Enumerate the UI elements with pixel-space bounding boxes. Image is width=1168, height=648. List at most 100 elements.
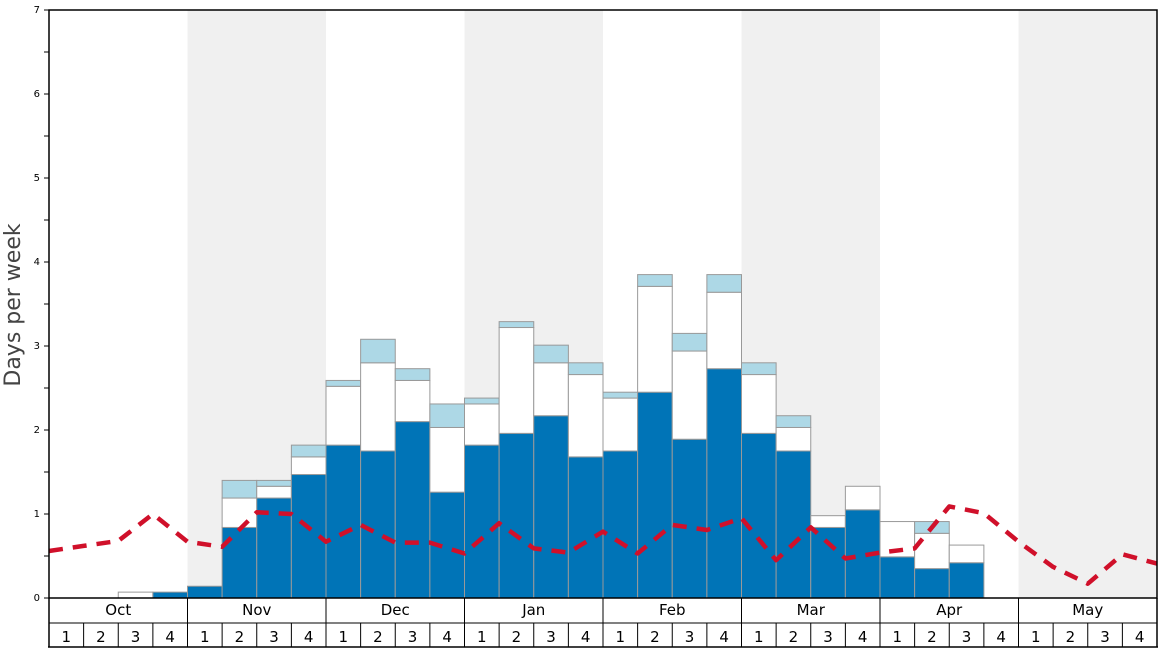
bar-week-12-segment-3 <box>429 403 465 428</box>
week-label: 4 <box>719 628 729 646</box>
bar-week-20-segment-2 <box>706 291 742 370</box>
bar-week-3-segment-2 <box>117 591 154 599</box>
bar-week-9-segment-2 <box>325 385 362 446</box>
y-tick-label: 0 <box>34 593 40 604</box>
y-tick-label: 4 <box>34 257 40 268</box>
bar-week-18-segment-3 <box>637 274 673 287</box>
bar-week-9-segment-3 <box>325 379 362 387</box>
bar-week-11-segment-3 <box>394 368 431 381</box>
bar-week-15-segment-2 <box>533 362 569 417</box>
week-label: 1 <box>339 628 349 646</box>
bar-week-8-segment-2 <box>290 456 327 476</box>
x-axis: Oct Nov Dec Jan Feb Mar Apr May 1 2 3 4 1 2 3 4 1 2 3 4 1 2 3 4… <box>48 598 1158 648</box>
week-label: 3 <box>823 628 833 646</box>
shade-may <box>1018 10 1157 598</box>
bar-week-13-segment-3 <box>464 397 500 405</box>
bar-week-15-segment-1 <box>533 415 569 599</box>
week-label: 1 <box>893 628 903 646</box>
week-label: 1 <box>754 628 764 646</box>
y-ticks: 0 1 2 3 4 5 6 7 <box>34 5 49 604</box>
week-label: 3 <box>685 628 695 646</box>
week-label: 4 <box>304 628 314 646</box>
week-label: 1 <box>62 628 72 646</box>
bar-week-18-segment-2 <box>637 285 673 393</box>
week-label: 2 <box>235 628 245 646</box>
bar-week-10-segment-2 <box>360 362 396 452</box>
y-tick-label: 5 <box>34 173 40 184</box>
bar-week-20-segment-1 <box>706 368 742 599</box>
month-label-apr: Apr <box>936 601 963 619</box>
bar-week-21-segment-3 <box>741 362 777 376</box>
bar-week-14-segment-2 <box>498 327 535 434</box>
week-label: 2 <box>512 628 522 646</box>
bar-week-17-segment-1 <box>602 450 639 599</box>
bar-week-24-segment-2 <box>844 485 881 511</box>
week-label: 4 <box>858 628 868 646</box>
month-label-mar: Mar <box>797 601 826 619</box>
month-label-jan: Jan <box>521 601 545 619</box>
month-label-may: May <box>1072 601 1103 619</box>
week-label: 4 <box>442 628 452 646</box>
bar-week-6-segment-1 <box>221 526 258 599</box>
bar-week-22-segment-1 <box>775 450 812 599</box>
week-label: 2 <box>373 628 383 646</box>
bar-week-18-segment-1 <box>637 391 673 599</box>
bar-week-7-segment-3 <box>256 479 292 487</box>
week-label: 1 <box>616 628 626 646</box>
bar-week-19-segment-1 <box>671 438 708 599</box>
bar-week-10-segment-1 <box>360 450 396 599</box>
bar-week-14-segment-1 <box>498 432 535 599</box>
trend-line <box>48 504 1158 586</box>
y-tick-label: 2 <box>34 425 40 436</box>
bar-week-8-segment-3 <box>290 444 327 458</box>
week-label: 1 <box>1031 628 1041 646</box>
bar-week-6-segment-2 <box>221 497 258 528</box>
bar-week-16-segment-1 <box>567 456 604 599</box>
month-label-dec: Dec <box>381 601 410 619</box>
week-label: 3 <box>269 628 279 646</box>
y-tick-label: 1 <box>34 509 40 520</box>
month-label-feb: Feb <box>659 601 686 619</box>
bar-week-23-segment-1 <box>810 526 846 599</box>
week-label: 1 <box>200 628 210 646</box>
bar-week-21-segment-1 <box>741 432 777 599</box>
week-label: 3 <box>962 628 972 646</box>
bar-week-6-segment-3 <box>221 479 258 499</box>
bar-week-9-segment-1 <box>325 444 362 599</box>
week-label: 2 <box>789 628 799 646</box>
bar-week-25-segment-1 <box>879 556 916 599</box>
bar-week-19-segment-2 <box>671 350 708 440</box>
y-tick-label: 7 <box>34 5 40 16</box>
month-label-oct: Oct <box>105 601 131 619</box>
bar-week-14-segment-3 <box>498 321 535 329</box>
bar-week-16-segment-2 <box>567 374 604 458</box>
week-label: 3 <box>408 628 418 646</box>
bar-week-19-segment-3 <box>671 332 708 352</box>
bar-week-11-segment-1 <box>394 421 431 599</box>
week-label: 4 <box>581 628 591 646</box>
bar-week-22-segment-3 <box>775 415 812 428</box>
bar-week-20-segment-3 <box>706 274 742 293</box>
bar-week-21-segment-2 <box>741 374 777 434</box>
week-label: 4 <box>996 628 1006 646</box>
bar-week-17-segment-2 <box>602 397 639 452</box>
bar-week-22-segment-2 <box>775 426 812 452</box>
bar-week-15-segment-3 <box>533 344 569 364</box>
month-shading <box>187 10 1157 598</box>
week-label: 2 <box>650 628 660 646</box>
bar-week-13-segment-1 <box>464 444 500 599</box>
bar-week-26-segment-1 <box>914 568 950 599</box>
week-label: 4 <box>1135 628 1145 646</box>
y-axis-label: Days per week <box>1 223 26 386</box>
bar-week-4-segment-1 <box>152 591 188 599</box>
week-label: 2 <box>1066 628 1076 646</box>
bar-week-7-segment-2 <box>256 485 292 499</box>
bar-week-17-segment-3 <box>602 391 639 399</box>
y-tick-label: 3 <box>34 341 40 352</box>
bar-week-27-segment-2 <box>948 544 985 564</box>
week-label: 1 <box>477 628 487 646</box>
bar-week-5-segment-1 <box>187 585 223 599</box>
trend-line-path <box>48 504 1158 586</box>
week-label: 3 <box>546 628 556 646</box>
